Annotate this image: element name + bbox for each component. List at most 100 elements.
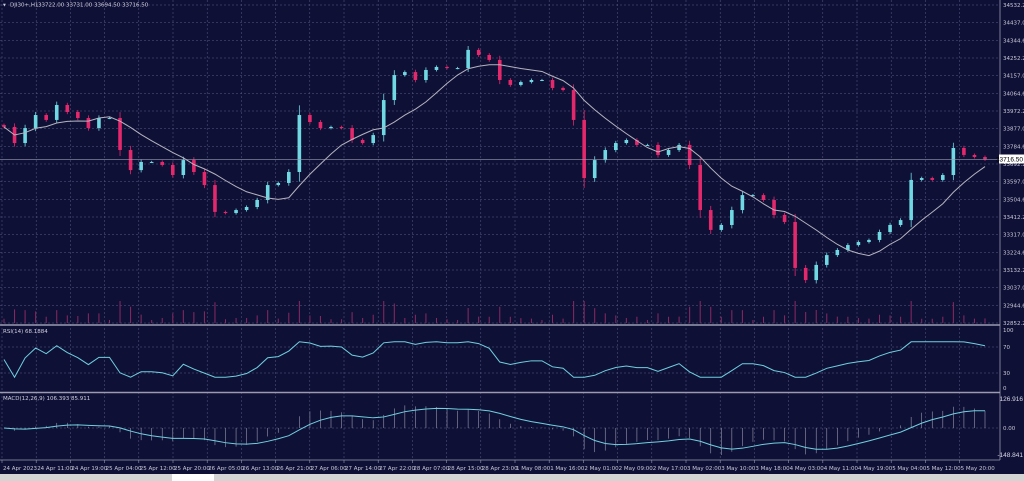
candle-body [33, 115, 38, 129]
volume-bar [731, 310, 733, 323]
macd-axis-max: 126.916 [1000, 396, 1024, 403]
candle-body [666, 150, 671, 155]
candles [2, 46, 987, 284]
time-tick-label: 1 May 08:00 [516, 466, 551, 472]
rsi-line [3, 341, 986, 379]
current-price-label: 33716.50 [996, 157, 1023, 164]
time-tick-label: 5 May 12:00 [926, 466, 961, 472]
rsi-axis-0: 0 [1003, 386, 1007, 392]
candle-body [223, 211, 228, 214]
volume-bar [298, 301, 300, 323]
volume-bar [805, 312, 807, 323]
volume-bar [836, 316, 838, 323]
volume-bar [151, 320, 153, 323]
candle-body [983, 157, 987, 160]
time-tick-label: 25 Apr 04:00 [106, 466, 142, 472]
candle-body [814, 264, 819, 281]
price-tick-label: 33597.00 [1003, 180, 1024, 186]
volume-bar [973, 318, 975, 323]
price-tick-label: 34157.00 [1003, 74, 1024, 80]
time-tick-label: 24 Apr 19:00 [71, 466, 107, 472]
volume-bar [815, 310, 817, 323]
rsi-label: RSI(14) 68.1884 [3, 329, 48, 335]
candle-body [772, 200, 776, 215]
volume-bar [446, 319, 448, 323]
volume-bar [414, 314, 416, 323]
macd-panel [3, 405, 986, 455]
candle-body [856, 242, 861, 246]
price-tick-label: 33037.00 [1003, 286, 1024, 292]
candle-body [308, 115, 312, 123]
volume-bar [235, 318, 237, 323]
volume-bar [604, 313, 606, 323]
volume-bar [172, 313, 174, 323]
candle-body [867, 239, 871, 243]
moving-average [3, 64, 986, 257]
volume-bar [952, 302, 954, 323]
price-tick-label: 33877.00 [1003, 127, 1024, 133]
volume-bar [984, 318, 986, 323]
candle-body [951, 147, 956, 176]
volume-bar [499, 306, 501, 323]
volume-bar [594, 308, 596, 323]
volume-bar [467, 308, 469, 323]
time-tick-label: 24 Apr 2023 [3, 466, 38, 472]
candle-body [213, 185, 217, 212]
candle-body [76, 111, 80, 119]
candle-body [898, 220, 903, 225]
candle-body [65, 104, 70, 112]
candle-body [424, 69, 428, 80]
candle-body [466, 49, 470, 69]
candle-body [255, 200, 259, 208]
candle-body [44, 115, 48, 120]
chart-tab[interactable] [172, 474, 214, 481]
candle-body [519, 82, 523, 85]
candle-body [624, 139, 629, 144]
candle-body [614, 143, 618, 151]
volume-bar [130, 306, 132, 323]
volume-bar [879, 314, 881, 323]
volume-bar [351, 312, 353, 323]
candle-body [276, 182, 281, 186]
volume-bar [457, 320, 459, 323]
candle-body [413, 72, 418, 80]
price-tick-label: 34532.20 [1003, 3, 1024, 9]
time-tick-label: 4 May 19:00 [858, 466, 893, 472]
candle-body [128, 150, 133, 171]
candle-body [877, 231, 882, 240]
volume-bar [14, 309, 16, 323]
volume-bar [35, 311, 37, 323]
panel-borders [0, 0, 1001, 461]
volume-bar [762, 316, 764, 323]
price-tick-label: 33692.20 [1003, 162, 1024, 168]
volume-bar [214, 302, 216, 323]
candle-body [287, 171, 291, 183]
rsi-panel [3, 341, 986, 379]
volume-bar [826, 313, 828, 323]
volume-bar [910, 301, 912, 323]
candle-body [381, 100, 386, 136]
rsi-axis-100: 100 [1003, 328, 1014, 334]
macd-label: MACD(12,26,9) 106.393 85.911 [3, 396, 90, 402]
volume-bar [3, 318, 5, 323]
candle-body [371, 135, 375, 144]
volume-bar [678, 316, 680, 323]
volume-bar [193, 312, 195, 323]
volume-bar [341, 319, 343, 323]
volume-bar [119, 301, 121, 323]
candle-body [529, 79, 534, 83]
volume-bar [699, 301, 701, 323]
candle-body [835, 249, 840, 256]
candle-body [360, 139, 365, 144]
symbol-label: DJI30+,H1 [10, 3, 38, 9]
volume-bar [784, 315, 786, 323]
volume-bar [636, 316, 638, 323]
candle-body [234, 210, 238, 214]
candle-body [434, 66, 439, 70]
time-tick-label: 2 May 17:00 [653, 466, 688, 472]
volume-bar [741, 310, 743, 323]
candle-body [107, 118, 112, 120]
candle-body [941, 175, 945, 180]
